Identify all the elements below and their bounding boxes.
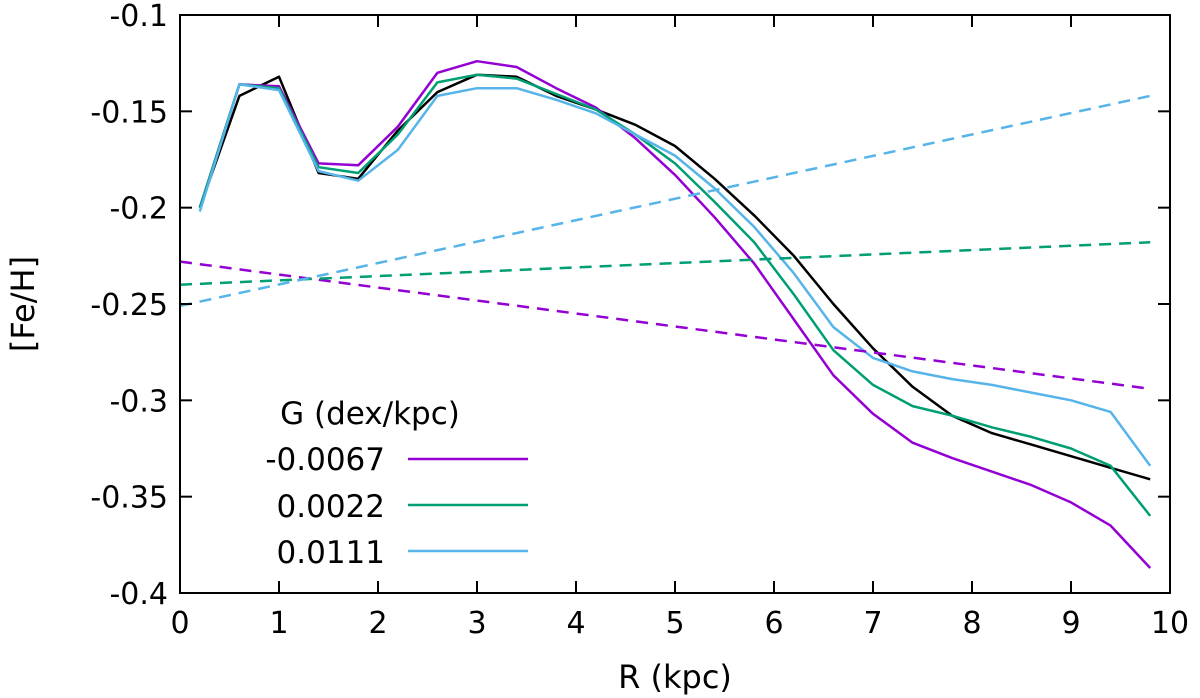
x-axis-label: R (kpc): [618, 658, 732, 696]
series-line-2: [198, 73, 1152, 517]
y-tick-label: -0.1: [109, 0, 168, 34]
series-line-3: [198, 83, 1152, 467]
y-axis-label: [Fe/H]: [4, 256, 42, 352]
series-layer: [179, 59, 1152, 569]
series-line-1: [198, 59, 1152, 569]
legend-label-1: -0.0067: [265, 442, 385, 478]
y-tick-label: -0.2: [109, 192, 168, 227]
x-tick-label: 10: [1151, 606, 1189, 641]
y-tick-label: -0.4: [109, 577, 168, 612]
y-tick-label: -0.25: [90, 288, 168, 323]
x-tick-label: 1: [269, 606, 288, 641]
x-tick-label: 8: [962, 606, 981, 641]
legend: G (dex/kpc) -0.0067 0.0022 0.0111: [265, 396, 528, 571]
x-tick-label: 9: [1061, 606, 1080, 641]
x-tick-label: 4: [566, 606, 585, 641]
y-axis: -0.4 -0.35 -0.3 -0.25 -0.2 -0.15 -0.1: [90, 0, 1170, 612]
series-line-6-dashed: [179, 94, 1151, 308]
legend-label-3: 0.0111: [277, 535, 385, 571]
y-tick-label: -0.3: [109, 384, 168, 419]
y-tick-label: -0.15: [90, 95, 168, 130]
x-tick-label: 6: [764, 606, 783, 641]
x-tick-label: 5: [665, 606, 684, 641]
legend-label-2: 0.0022: [277, 489, 385, 525]
series-line-0: [198, 73, 1151, 481]
x-tick-label: 3: [467, 606, 486, 641]
y-tick-label: -0.35: [90, 481, 168, 516]
series-line-5-dashed: [179, 241, 1151, 286]
x-tick-label: 2: [368, 606, 387, 641]
series-line-4-dashed: [179, 260, 1151, 391]
x-tick-label: 7: [863, 606, 882, 641]
legend-title: G (dex/kpc): [280, 396, 460, 432]
x-tick-label: 0: [170, 606, 189, 641]
x-axis: 0 1 2 3 4 5 6 7 8 9 10: [170, 15, 1189, 641]
